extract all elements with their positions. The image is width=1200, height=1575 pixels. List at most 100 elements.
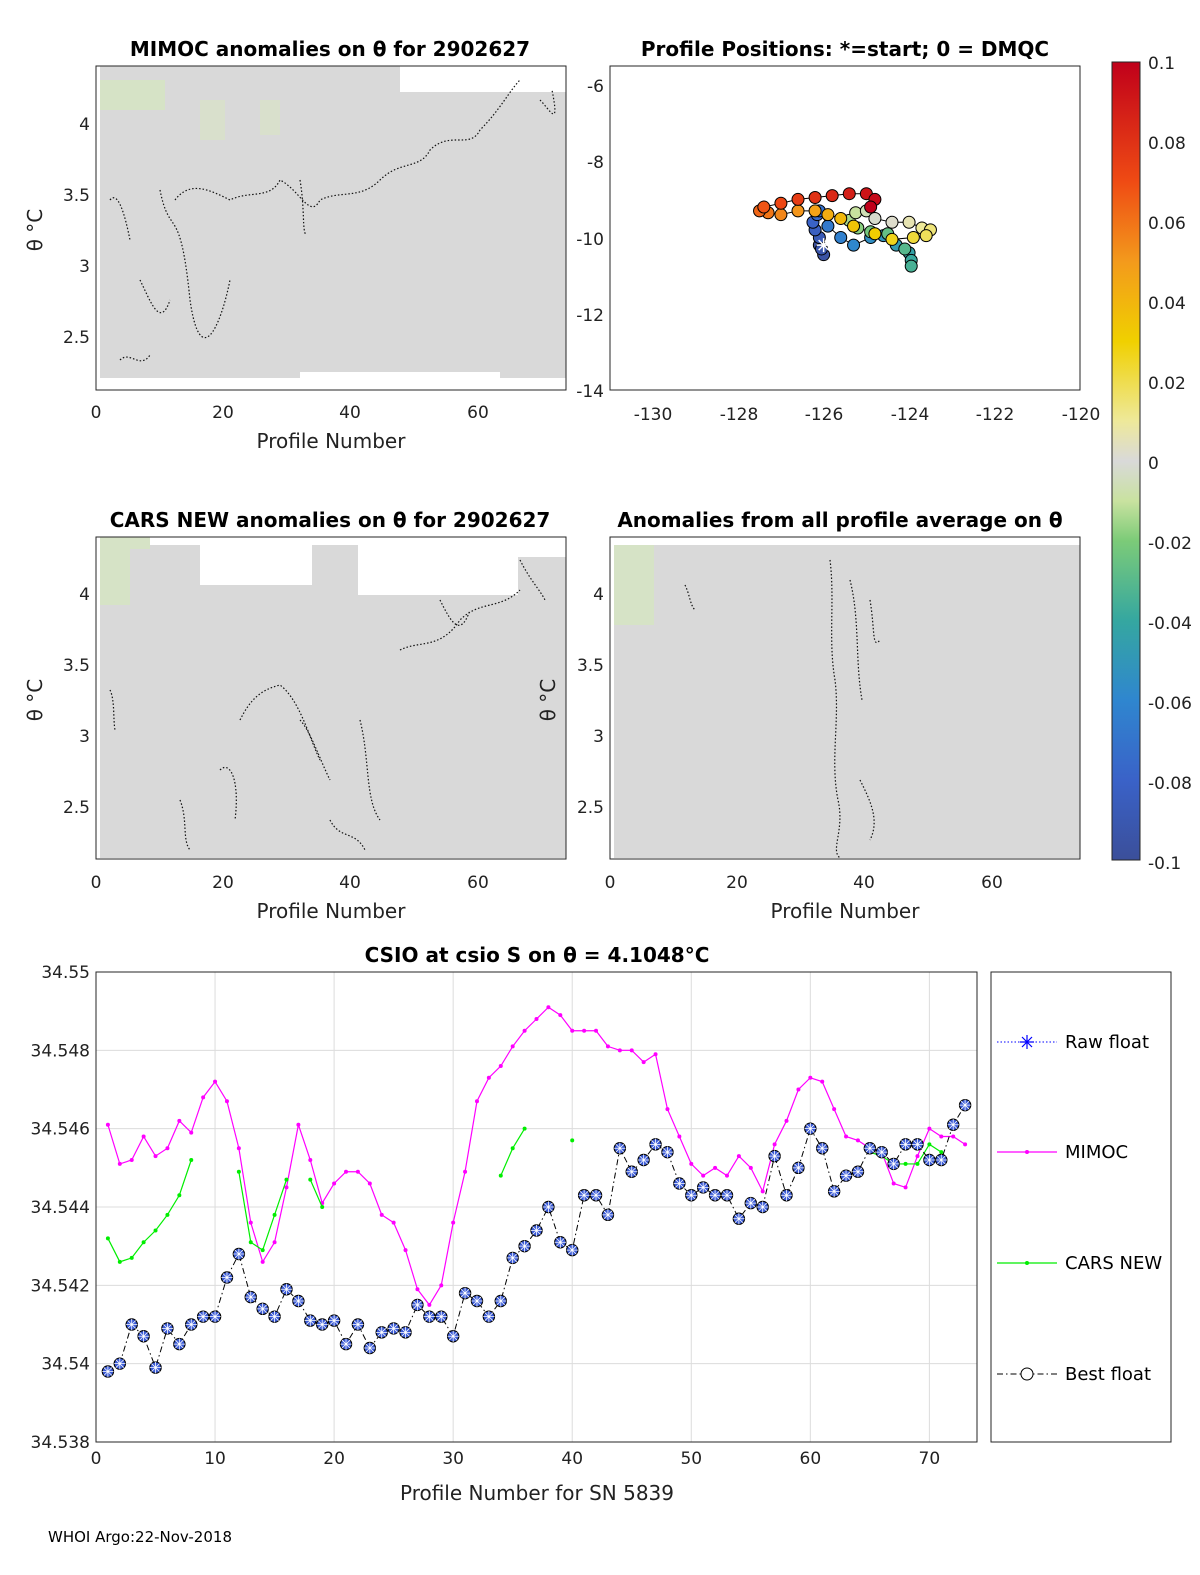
svg-text:0.08: 0.08 (1148, 134, 1186, 154)
best-float-point (494, 1294, 507, 1308)
position-point (834, 211, 848, 225)
mimoc-point (772, 1142, 777, 1147)
csio-series (101, 1005, 972, 1378)
mimoc-point (748, 1165, 753, 1170)
mimoc-ylabel: θ °C (23, 209, 47, 252)
best-float-point (816, 1142, 829, 1155)
best-float-point (768, 1149, 781, 1163)
svg-text:0: 0 (605, 873, 616, 893)
svg-text:-120: -120 (1062, 405, 1101, 425)
csio-title: CSIO at csio S on θ = 4.1048°C (365, 943, 710, 967)
best-float-point (887, 1157, 900, 1171)
svg-text:40: 40 (853, 873, 875, 893)
mimoc-xlabel: Profile Number (257, 429, 407, 453)
cars-point (141, 1240, 146, 1245)
csio-xtick-label: 10 (204, 1449, 226, 1469)
best-float-point (446, 1330, 460, 1343)
mimoc-point (903, 1185, 908, 1190)
csio-xtick-label: 50 (680, 1449, 702, 1469)
svg-text:3: 3 (79, 727, 90, 747)
mimoc-point (820, 1079, 825, 1084)
svg-text:3.5: 3.5 (63, 186, 90, 206)
best-float-point (268, 1310, 281, 1323)
svg-text:2.5: 2.5 (63, 798, 90, 818)
best-float-point (744, 1196, 758, 1210)
csio-ytick-label: 34.548 (31, 1041, 90, 1061)
best-float-point (339, 1337, 353, 1351)
position-point (847, 219, 861, 233)
mimoc-yticks: 4 3.5 3 2.5 (63, 115, 90, 348)
legend-label-raw: Raw float (1065, 1032, 1149, 1053)
best-float-point (625, 1165, 638, 1178)
mimoc-point (736, 1154, 741, 1159)
position-point (898, 242, 912, 256)
best-float-point (327, 1314, 341, 1327)
best-float-point (827, 1185, 841, 1198)
avg-ylabel: θ °C (536, 679, 560, 722)
svg-text:2.5: 2.5 (63, 328, 90, 348)
position-point (821, 208, 835, 222)
mimoc-point (915, 1154, 920, 1159)
cars-line (238, 1171, 288, 1252)
svg-text:-12: -12 (576, 306, 604, 326)
best-float-point (554, 1236, 567, 1249)
position-point (821, 219, 835, 233)
csio-ytick-label: 34.542 (31, 1276, 90, 1296)
positions-axes (609, 65, 1081, 391)
cars-point (284, 1177, 289, 1182)
cars-point (236, 1169, 241, 1174)
best-float-point (780, 1189, 793, 1202)
position-point (902, 215, 916, 229)
best-float-point (685, 1189, 698, 1202)
best-float-point (792, 1161, 805, 1175)
cars-panel: CARS NEW anomalies on θ for 2902627 4 3.… (23, 508, 567, 923)
mimoc-point (105, 1122, 110, 1127)
mimoc-point (308, 1158, 313, 1162)
best-float-point (649, 1138, 662, 1151)
best-float-point (506, 1251, 519, 1265)
position-point (906, 231, 920, 245)
svg-text:0: 0 (91, 403, 102, 423)
csio-xtick-label: 30 (442, 1449, 464, 1469)
cars-point (117, 1259, 122, 1264)
mimoc-point (177, 1118, 182, 1123)
cars-point (165, 1212, 170, 1217)
best-float-point (696, 1181, 710, 1194)
mimoc-point (713, 1165, 718, 1170)
mimoc-point (463, 1169, 468, 1174)
svg-text:2.5: 2.5 (577, 798, 604, 818)
mimoc-point (272, 1240, 277, 1245)
best-float-point (756, 1200, 769, 1214)
position-point (774, 208, 788, 222)
mimoc-point (939, 1134, 944, 1139)
best-float-point (125, 1318, 138, 1331)
position-point (885, 215, 899, 229)
avg-title: Anomalies from all profile average on θ (617, 508, 1062, 532)
mimoc-point (344, 1169, 349, 1174)
svg-text:4: 4 (79, 115, 90, 135)
start-marker (816, 238, 831, 253)
best-float-point (161, 1322, 174, 1335)
best-float-point (244, 1290, 257, 1304)
best-float-point (256, 1302, 269, 1316)
csio-legend: Raw float MIMOC CARS NEW Best float (990, 971, 1172, 1443)
mimoc-point (213, 1079, 218, 1084)
best-float-point (304, 1314, 317, 1327)
mimoc-point (641, 1060, 646, 1065)
mimoc-point (760, 1189, 765, 1194)
svg-text:40: 40 (339, 873, 361, 893)
cars-point (903, 1161, 908, 1166)
mimoc-point (665, 1107, 670, 1112)
mimoc-point (201, 1095, 206, 1100)
best-float-point (411, 1298, 424, 1312)
svg-text:3.5: 3.5 (63, 656, 90, 676)
cars-point (189, 1158, 194, 1162)
mimoc-point (594, 1028, 599, 1033)
legend-label-mimoc: MIMOC (1065, 1142, 1128, 1163)
svg-text:20: 20 (212, 873, 234, 893)
svg-text:0.06: 0.06 (1148, 214, 1186, 234)
mimoc-point (486, 1075, 491, 1080)
mimoc-point (951, 1134, 956, 1139)
cars-point (272, 1212, 277, 1217)
